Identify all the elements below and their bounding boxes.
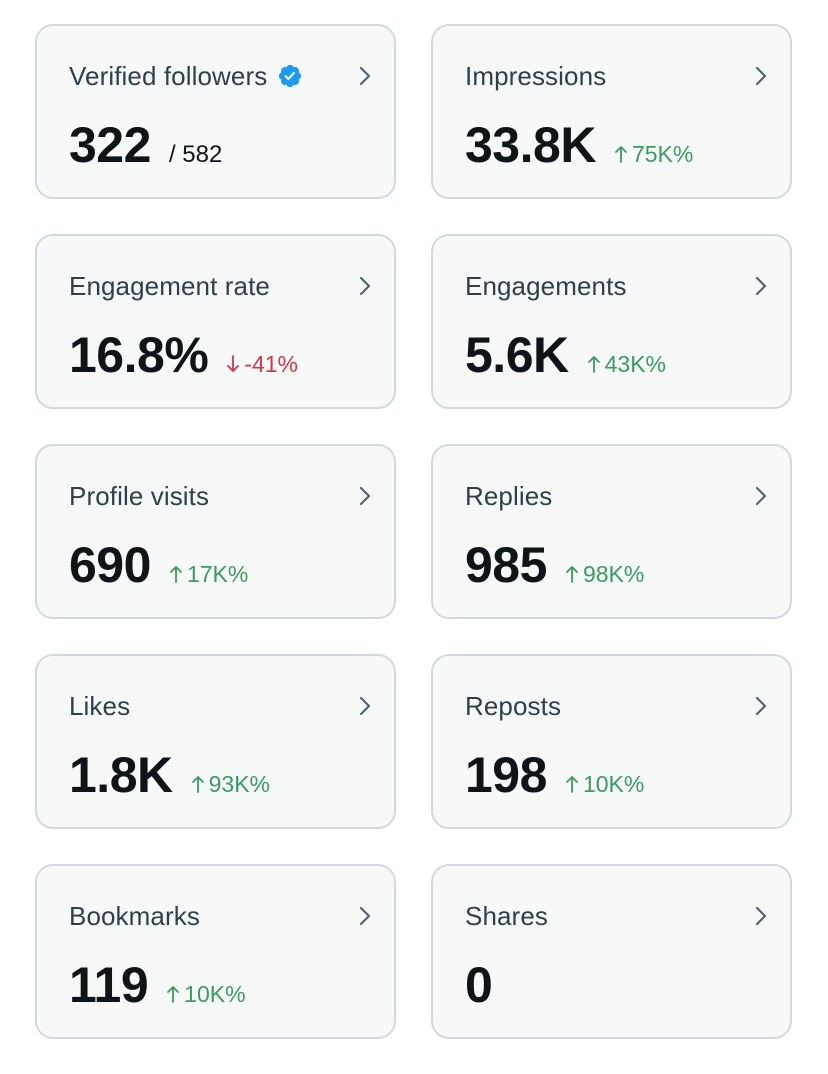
- arrow-up-icon: [167, 986, 180, 1003]
- metric-value: 1.8K: [69, 747, 173, 803]
- arrow-up-icon: [191, 776, 204, 793]
- metric-label-row: Likes: [69, 686, 130, 726]
- metric-change: 93K%: [191, 771, 270, 798]
- metric-label-row: Shares: [465, 896, 548, 936]
- chevron-right-icon: [755, 906, 767, 926]
- metric-change: 10K%: [166, 981, 246, 1008]
- metric-value: 322: [69, 117, 151, 173]
- chevron-right-icon: [755, 696, 767, 716]
- metric-value-row: 198 10K%: [465, 746, 644, 806]
- metric-value: 198: [465, 747, 547, 803]
- metric-card-impressions[interactable]: Impressions 33.8K 75K%: [431, 24, 792, 199]
- metric-change: 10K%: [565, 771, 644, 798]
- metric-value-row: 690 17K%: [69, 536, 248, 596]
- metric-card-engagements[interactable]: Engagements 5.6K 43K%: [431, 234, 792, 409]
- metric-value: 690: [69, 537, 151, 593]
- chevron-right-icon: [359, 486, 371, 506]
- metric-change: 43K%: [587, 351, 666, 378]
- metric-label: Profile visits: [69, 480, 210, 511]
- metric-label-row: Bookmarks: [69, 896, 200, 936]
- arrow-up-icon: [170, 566, 182, 583]
- metric-card-likes[interactable]: Likes 1.8K 93K%: [35, 654, 396, 829]
- arrow-up-icon: [566, 776, 578, 793]
- metric-card-reposts[interactable]: Reposts 198 10K%: [431, 654, 792, 829]
- metric-value-row: 322 / 582: [69, 116, 222, 176]
- arrow-up-icon: [566, 566, 578, 583]
- metric-label: Shares: [465, 900, 548, 931]
- metric-value-row: 119 10K%: [69, 956, 246, 1016]
- chevron-right-icon: [359, 66, 371, 86]
- metric-label: Verified followers: [69, 60, 268, 91]
- chevron-right-icon: [359, 906, 371, 926]
- metric-label-row: Verified followers: [69, 56, 303, 96]
- metric-change-value: 98K%: [582, 561, 645, 587]
- metric-change: 17K%: [169, 561, 248, 588]
- metric-total: / 582: [168, 141, 223, 168]
- metric-label: Engagement rate: [69, 270, 270, 301]
- arrow-up-icon: [615, 146, 627, 163]
- metric-change: 98K%: [565, 561, 644, 588]
- metric-card-bookmarks[interactable]: Bookmarks 119 10K%: [35, 864, 396, 1039]
- metric-card-shares[interactable]: Shares 0: [431, 864, 792, 1039]
- metric-label: Likes: [69, 690, 131, 721]
- metric-card-engagement-rate[interactable]: Engagement rate 16.8% -41%: [35, 234, 396, 409]
- chevron-right-icon: [755, 66, 767, 86]
- metric-value: 119: [69, 957, 149, 1013]
- metric-change: -41%: [226, 351, 298, 378]
- metric-value-row: 33.8K 75K%: [465, 116, 693, 176]
- metric-change-value: 10K%: [582, 771, 645, 797]
- metric-label-row: Engagements: [465, 266, 627, 306]
- chevron-right-icon: [359, 696, 371, 716]
- metric-change-value: 43K%: [604, 351, 666, 377]
- metric-label-row: Reposts: [465, 686, 561, 726]
- chevron-right-icon: [755, 486, 767, 506]
- metric-value-row: 5.6K 43K%: [465, 326, 666, 386]
- metric-value-row: 0: [465, 956, 493, 1016]
- metric-label: Engagements: [465, 270, 627, 301]
- metric-value: 16.8%: [69, 327, 209, 383]
- metric-label: Bookmarks: [69, 900, 200, 931]
- metric-change-value: 75K%: [631, 141, 694, 167]
- chevron-right-icon: [755, 276, 767, 296]
- metric-card-verified-followers[interactable]: Verified followers 322 / 582: [35, 24, 396, 199]
- metric-value: 33.8K: [465, 117, 596, 173]
- metric-value: 0: [465, 957, 493, 1013]
- metric-label: Reposts: [465, 690, 562, 721]
- metric-change-value: 17K%: [186, 561, 249, 587]
- metric-change-value: 10K%: [184, 981, 246, 1007]
- verified-badge-icon: [279, 64, 302, 88]
- metric-change-value: 93K%: [208, 771, 270, 797]
- arrow-up-icon: [587, 356, 600, 373]
- metric-label-row: Replies: [465, 476, 552, 516]
- metric-card-profile-visits[interactable]: Profile visits 690 17K%: [35, 444, 396, 619]
- metric-value: 985: [465, 537, 547, 593]
- metric-label: Impressions: [465, 60, 607, 91]
- metric-value-row: 1.8K 93K%: [69, 746, 270, 806]
- metric-label-row: Profile visits: [69, 476, 209, 516]
- chevron-right-icon: [359, 276, 371, 296]
- metric-value-row: 985 98K%: [465, 536, 644, 596]
- metric-label: Replies: [465, 480, 553, 511]
- metric-value: 5.6K: [465, 327, 569, 383]
- metric-card-replies[interactable]: Replies 985 98K%: [431, 444, 792, 619]
- arrow-down-icon: [227, 355, 240, 372]
- metric-change: 75K%: [614, 141, 693, 168]
- metric-change-value: -41%: [244, 351, 298, 377]
- metric-value-row: 16.8% -41%: [69, 326, 298, 386]
- metric-label-row: Engagement rate: [69, 266, 270, 306]
- metric-label-row: Impressions: [465, 56, 606, 96]
